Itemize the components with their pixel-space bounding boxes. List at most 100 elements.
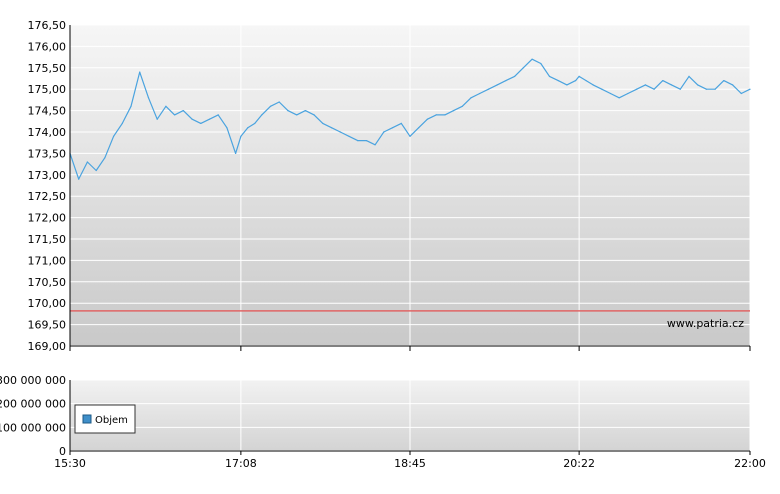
price-data-point [575,80,577,82]
price-data-point [723,80,725,82]
price-data-point [313,114,315,116]
price-data-point [679,88,681,90]
price-data-point [522,67,524,69]
price-data-point [113,135,115,137]
watermark-text: www.patria.cz [667,317,744,330]
price-data-point [208,118,211,120]
price-data-point [688,75,690,77]
price-data-point [636,88,638,90]
price-data-point [78,178,80,180]
price-data-point [121,122,123,124]
volume-x-axis-labels: 15:30 17:08 18:45 20:22 22:00 [54,451,766,470]
price-data-point [670,84,673,86]
price-data-point [304,110,306,112]
legend-swatch-icon [82,414,92,424]
price-data-point [365,140,367,142]
price-data-point [479,92,481,95]
price-data-point [165,105,167,107]
volume-chart-panel: 300 000 000 200 000 000 100 000 000 0 15:30… [0,374,766,470]
price-y-tick-label: 171,50 [28,233,67,246]
price-data-point [217,114,219,116]
volume-y-tick-label: 200 000 000 [0,398,66,411]
price-data-point [487,88,490,90]
price-data-point [182,110,184,112]
price-y-tick-label: 169,50 [28,319,67,332]
price-data-point [601,88,603,90]
price-data-point [191,118,193,120]
price-data-point [470,97,472,99]
price-data-point [348,135,350,137]
price-data-point [383,131,385,133]
price-data-point [278,101,280,103]
volume-y-axis-labels: 300 000 000 200 000 000 100 000 000 0 [0,374,66,458]
volume-y-tick-label: 0 [59,445,66,458]
x-tick-label: 15:30 [54,457,86,470]
x-tick-label: 20:22 [563,457,595,470]
price-data-point [749,88,751,90]
price-data-point [732,84,734,86]
price-data-point [330,127,333,129]
price-data-point [740,92,742,95]
price-data-point [130,105,132,107]
price-data-point [705,88,708,90]
price-data-point [400,122,402,124]
price-data-point [461,105,463,107]
price-data-point [409,135,411,137]
x-tick-label: 18:45 [394,457,426,470]
price-data-point [609,92,612,95]
price-data-point [139,71,141,73]
volume-y-tick-label: 300 000 000 [0,374,66,387]
volume-y-tick-label: 100 000 000 [0,421,66,434]
x-tick-label: 17:08 [225,457,257,470]
price-y-axis-labels: 176,50 176,00 175,50 175,00 174,50 174,00 173,… [28,19,67,353]
price-y-tick-label: 174,50 [28,105,67,118]
price-y-tick-label: 174,00 [28,126,67,139]
price-chart-panel: 176,50 176,00 175,50 175,00 174,50 174,00 173,… [28,19,751,353]
price-data-point [226,127,228,129]
price-y-tick-label: 176,00 [28,40,67,53]
price-y-tick-label: 173,50 [28,147,67,160]
price-data-point [95,169,97,172]
price-data-point [392,127,394,129]
price-data-point [662,80,664,82]
price-y-tick-label: 175,50 [28,62,67,75]
price-data-point [254,122,256,124]
price-data-point [147,97,150,99]
price-y-tick-label: 176,50 [28,19,67,32]
price-data-point [426,118,428,120]
price-data-point [235,152,237,154]
price-series-points [69,58,751,180]
price-data-point [714,88,716,90]
price-data-point [200,122,202,124]
price-data-point [697,84,699,86]
price-data-point [453,110,455,112]
price-data-point [444,114,446,116]
price-data-point [566,84,568,86]
price-data-point [261,114,263,116]
volume-legend: Objem [74,404,136,434]
price-data-point [374,144,376,146]
price-data-point [540,62,542,65]
price-data-point [104,157,106,159]
price-data-point [357,140,359,142]
price-x-axis-ticks [69,346,751,351]
legend-label: Objem [95,415,128,426]
price-data-point [548,75,551,77]
price-data-point [644,84,647,86]
price-y-tick-label: 171,00 [28,254,67,267]
price-data-point [505,80,507,82]
price-data-point [339,131,341,133]
price-data-point [557,80,559,82]
price-data-point [247,127,249,129]
price-data-point [653,88,655,90]
price-y-tick-label: 170,50 [28,276,67,289]
price-y-tick-label: 173,00 [28,169,67,182]
price-data-point [156,118,158,120]
price-y-tick-label: 172,00 [28,212,67,225]
x-tick-label: 22:00 [734,457,766,470]
price-data-point [592,84,594,86]
price-data-point [627,92,629,95]
price-data-point [287,110,289,112]
